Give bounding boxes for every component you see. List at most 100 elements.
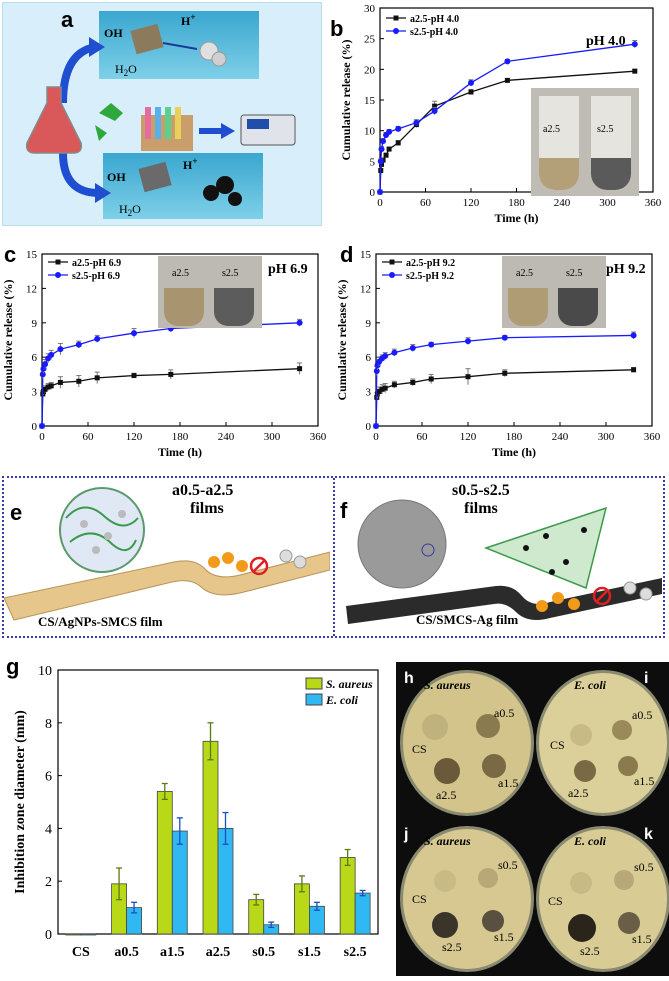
legend-marker bbox=[389, 259, 395, 265]
spot-s25: s2.5 bbox=[580, 944, 600, 958]
y-axis-label: Cumulative release (%) bbox=[1, 279, 15, 400]
legend-label: s2.5-pH 6.9 bbox=[72, 271, 120, 282]
sem-disc bbox=[357, 499, 447, 589]
panel-f-label: f bbox=[340, 498, 348, 523]
release-chart-ph92: 0 60 120 180 240 300 360 0 3 6 9 12 15 Time (h) Cumula… bbox=[335, 249, 661, 459]
inset-label-a: a2.5 bbox=[516, 268, 533, 279]
schematic-e bbox=[3, 487, 331, 621]
inset-label-a: a2.5 bbox=[172, 268, 189, 279]
y-tick-label: 0 bbox=[32, 421, 38, 433]
panel-d: d 0 60 120 180 240 300 360 0 3 6 9 12 15 Time (h) Cumu… bbox=[335, 240, 669, 470]
data-point bbox=[42, 386, 48, 392]
y-tick-label: 6 bbox=[45, 770, 52, 785]
data-point bbox=[501, 334, 508, 341]
data-point bbox=[468, 79, 474, 86]
data-point bbox=[75, 341, 82, 348]
data-point bbox=[76, 378, 82, 384]
organism-i: E. coli bbox=[574, 678, 606, 692]
y-tick-label: 6 bbox=[366, 352, 372, 364]
panel-j-label: j bbox=[404, 826, 409, 843]
film-piece-top bbox=[130, 23, 164, 55]
data-point bbox=[504, 77, 510, 83]
data-point bbox=[296, 319, 303, 326]
x-tick-label: 240 bbox=[552, 431, 569, 443]
bar bbox=[65, 933, 82, 936]
y-tick-label: 2 bbox=[45, 875, 52, 890]
x-tick-label: 300 bbox=[598, 431, 615, 443]
svg-text:H2O: H2O bbox=[115, 62, 137, 78]
data-point bbox=[131, 330, 137, 337]
x-tick-label: 120 bbox=[463, 197, 480, 209]
data-point bbox=[379, 161, 385, 167]
panel-f: f s0.5-s2.5 films CS/SMCS-Ag film bbox=[336, 478, 666, 636]
category-label: s2.5 bbox=[344, 945, 367, 960]
bar bbox=[202, 740, 219, 935]
x-tick-label: 180 bbox=[506, 431, 523, 443]
y-tick-label: 0 bbox=[366, 421, 372, 433]
data-point bbox=[378, 146, 385, 153]
film-label-e: CS/AgNPs-SMCS film bbox=[38, 614, 163, 629]
ef-frame bbox=[2, 476, 665, 638]
data-point bbox=[630, 332, 637, 339]
category-label: a2.5 bbox=[206, 945, 231, 960]
x-tick-label: 360 bbox=[310, 431, 327, 443]
panel-h-label: h bbox=[404, 670, 414, 687]
panel-i-label: i bbox=[644, 670, 649, 687]
svg-text:H2O: H2O bbox=[119, 202, 141, 218]
y-tick-label: 15 bbox=[360, 249, 372, 261]
data-point bbox=[410, 379, 416, 385]
data-point bbox=[168, 371, 174, 377]
panel-k-label: k bbox=[644, 826, 653, 843]
series-line bbox=[375, 369, 634, 427]
y-tick-label: 8 bbox=[45, 717, 52, 732]
ef-divider bbox=[333, 478, 335, 636]
x-tick-label: 360 bbox=[645, 197, 662, 209]
legend-label: E. coli bbox=[325, 693, 359, 707]
panel-a: a OH H+ H2O OH H+ H2O bbox=[2, 2, 322, 226]
x-tick-label: 240 bbox=[554, 197, 571, 209]
ph-label-b: pH 4.0 bbox=[586, 34, 626, 49]
spot-a15: a1.5 bbox=[498, 776, 519, 790]
data-point bbox=[631, 367, 637, 373]
x-tick-label: 120 bbox=[460, 431, 477, 443]
title-e-2: films bbox=[190, 500, 224, 517]
x-tick-label: 0 bbox=[39, 431, 45, 443]
x-tick-label: 300 bbox=[264, 431, 281, 443]
spot-cs: CS bbox=[550, 738, 565, 752]
y-tick-label: 0 bbox=[370, 187, 376, 199]
panel-e: e a0.5-a2.5 films CS/AgNPs-SMCS film bbox=[3, 478, 331, 636]
bar bbox=[171, 830, 188, 935]
data-point bbox=[391, 349, 398, 356]
svg-text:H+: H+ bbox=[181, 12, 195, 28]
spot-cs: CS bbox=[548, 894, 563, 908]
y-tick-label: 5 bbox=[370, 156, 376, 168]
legend-label: s2.5-pH 9.2 bbox=[406, 271, 454, 282]
data-point bbox=[395, 125, 402, 132]
y-tick-label: 10 bbox=[364, 126, 376, 138]
x-axis-label: Time (h) bbox=[492, 445, 536, 459]
data-point bbox=[631, 41, 638, 48]
prohibit-icon bbox=[592, 586, 612, 606]
legend-marker bbox=[389, 272, 395, 278]
category-label: a0.5 bbox=[114, 945, 139, 960]
data-point bbox=[57, 379, 63, 385]
spot-cs: CS bbox=[412, 892, 427, 906]
y-tick-label: 3 bbox=[32, 387, 38, 399]
x-tick-label: 0 bbox=[373, 431, 379, 443]
legend-label: a2.5-pH 4.0 bbox=[410, 14, 459, 25]
data-point bbox=[502, 370, 508, 376]
legend-swatch bbox=[305, 677, 323, 690]
spot-a25: a2.5 bbox=[568, 786, 589, 800]
film-piece-bottom bbox=[138, 161, 172, 193]
recycle-icon bbox=[95, 103, 123, 141]
dish-k: k E. coli CS s0.5 s2.5 s1.5 bbox=[534, 820, 669, 974]
y-axis-label: Cumulative release (%) bbox=[339, 39, 353, 160]
y-tick-label: 30 bbox=[364, 3, 376, 15]
dish-h: h S. aureus CS a0.5 a2.5 a1.5 bbox=[398, 664, 534, 818]
magnified-network bbox=[59, 487, 145, 573]
panel-g-label: g bbox=[6, 654, 20, 679]
inset-photo-d: a2.5 s2.5 bbox=[502, 256, 606, 328]
inset-label-s: s2.5 bbox=[597, 124, 614, 135]
y-tick-label: 4 bbox=[45, 822, 52, 837]
x-tick-label: 360 bbox=[644, 431, 661, 443]
